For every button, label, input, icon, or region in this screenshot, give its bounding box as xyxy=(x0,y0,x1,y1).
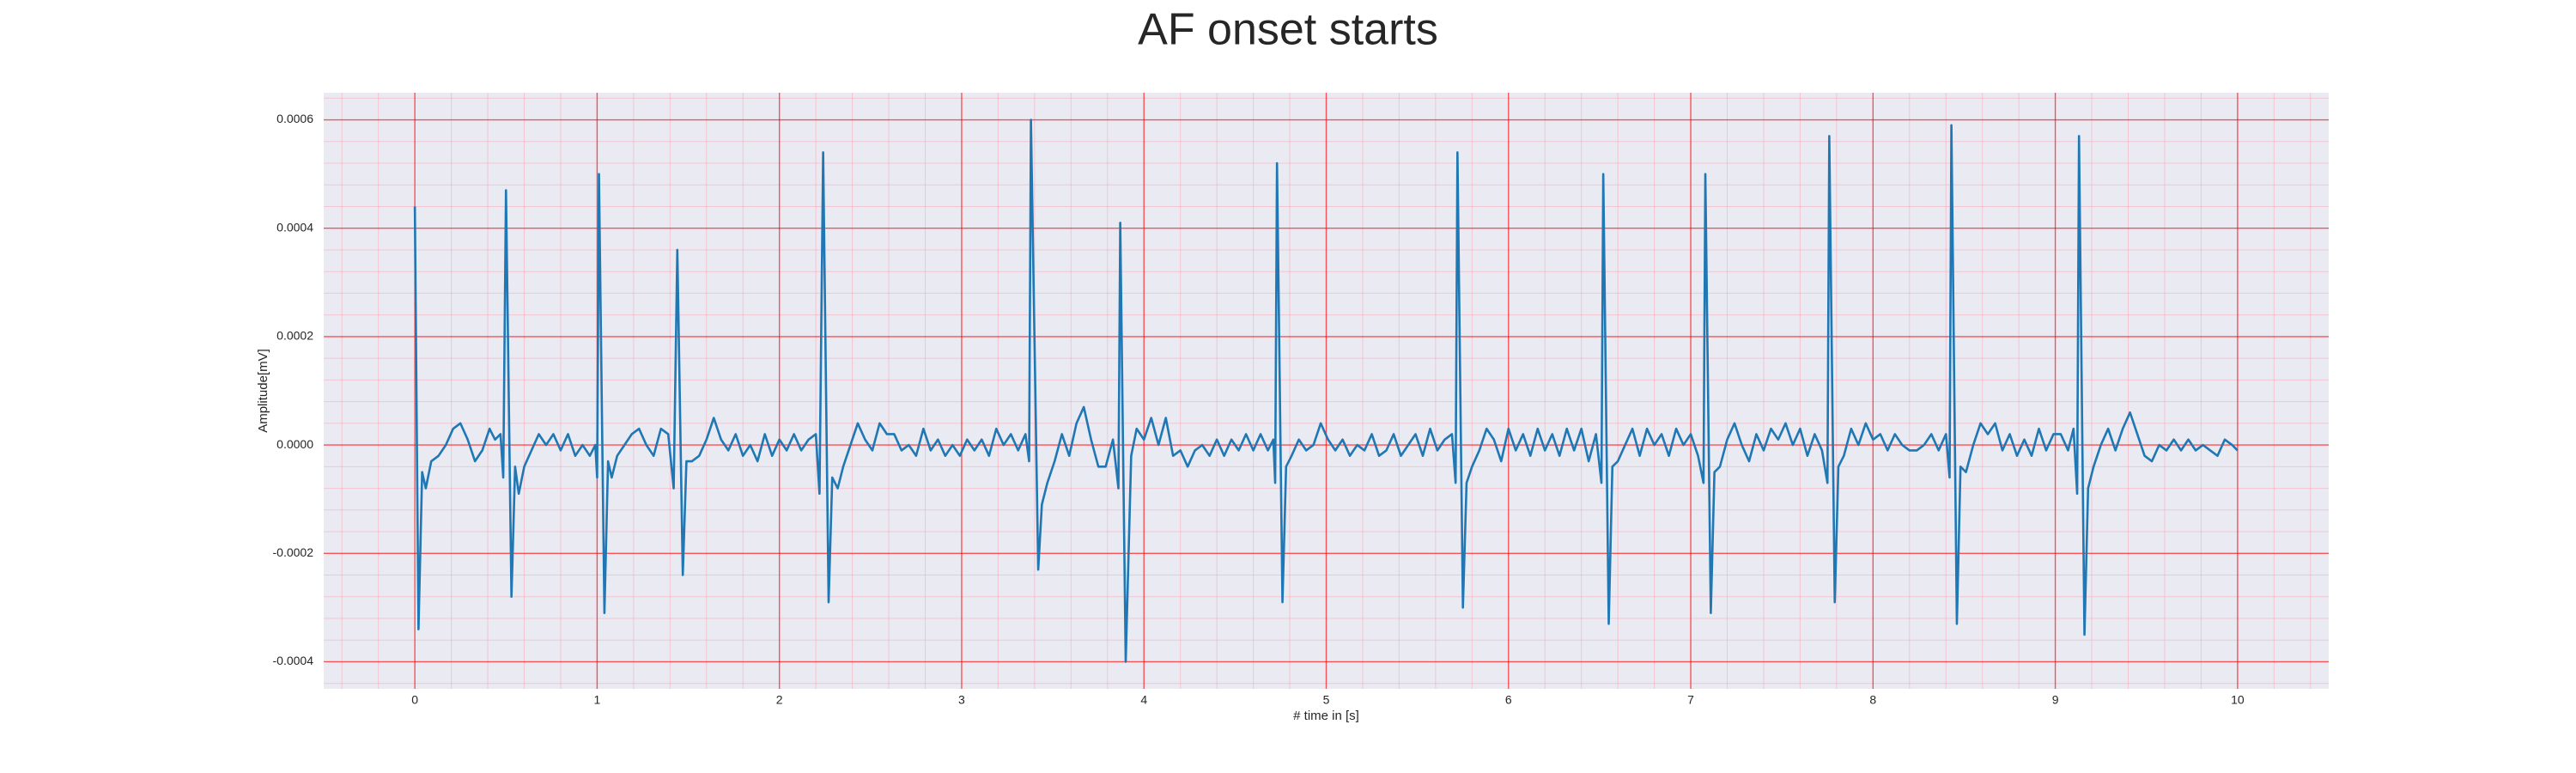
x-tick-label: 1 xyxy=(594,693,601,707)
x-tick-label: 9 xyxy=(2052,693,2059,707)
x-tick-label: 3 xyxy=(958,693,965,707)
y-tick-label: -0.0002 xyxy=(273,545,314,559)
y-tick-label: -0.0004 xyxy=(273,654,314,667)
x-tick-label: 7 xyxy=(1687,693,1694,707)
y-tick-label: 0.0004 xyxy=(276,220,313,234)
y-axis-label: Amplitude[mV] xyxy=(256,349,270,433)
signal-line xyxy=(413,119,2239,663)
x-tick-label: 10 xyxy=(2231,693,2245,707)
y-tick-label: 0.0000 xyxy=(276,437,313,451)
x-axis-label: # time in [s] xyxy=(1293,709,1359,723)
chart-title: AF onset starts xyxy=(1138,5,1438,55)
x-tick-label: 4 xyxy=(1140,693,1147,707)
tick-labels: 0 1 2 3 4 5 6 7 8 9 10 -0.0004 -0.0002 0.0000 0.0002 0.… xyxy=(273,112,2245,706)
x-tick-label: 0 xyxy=(411,693,418,707)
y-tick-label: 0.0002 xyxy=(276,329,313,343)
x-tick-label: 6 xyxy=(1505,693,1512,707)
x-tick-label: 8 xyxy=(1869,693,1876,707)
x-tick-label: 2 xyxy=(776,693,783,707)
y-tick-label: 0.0006 xyxy=(276,112,313,125)
plot-marks xyxy=(413,119,2239,663)
x-tick-label: 5 xyxy=(1323,693,1330,707)
